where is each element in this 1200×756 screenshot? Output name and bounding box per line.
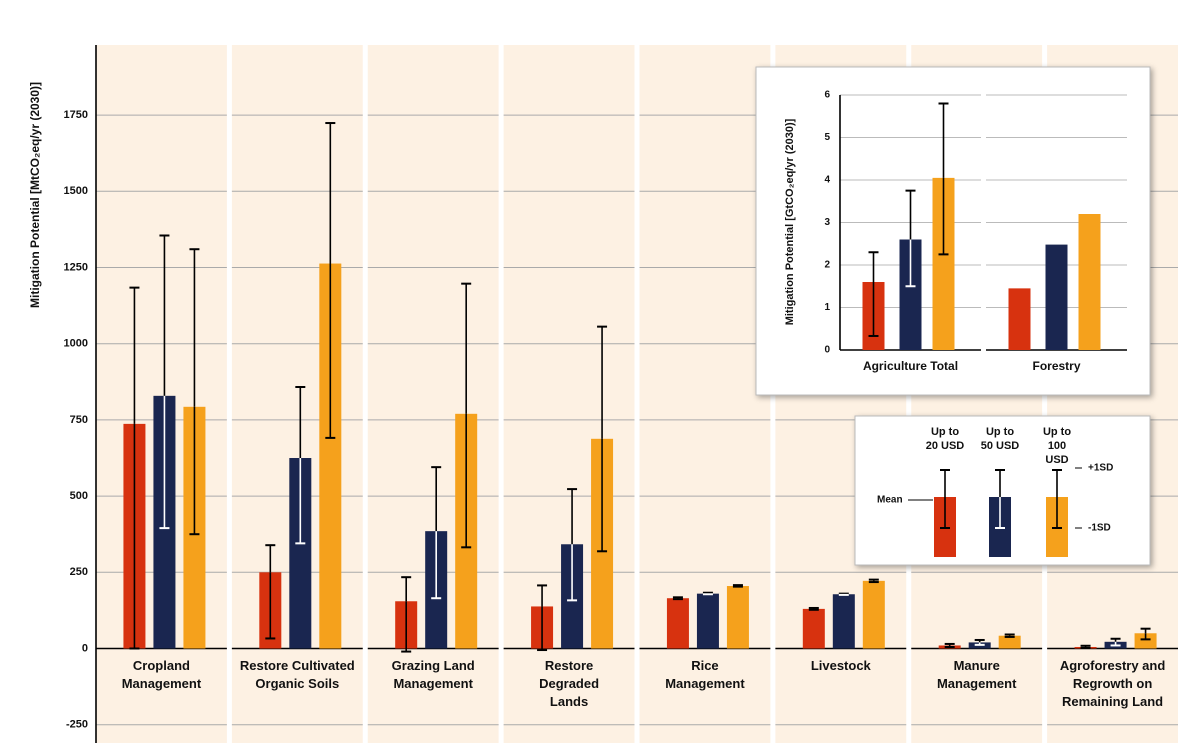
error-bar [1080,644,1091,649]
error-bar [1004,633,1015,638]
x-tick-label: Grazing Land Management [391,657,475,691]
y-tick-label: 1500 [64,185,88,197]
error-bar [1110,637,1121,647]
bar [1045,244,1068,350]
y-axis-label: Mitigation Potential [MtCO₂eq/yr (2030)] [28,82,42,308]
y-tick-label: 500 [70,490,88,502]
y-tick-label: 1250 [64,261,88,273]
bar [998,635,1021,649]
y-tick-label: 2 [824,260,830,271]
x-tick-label: Rice Management [665,657,745,691]
y-tick-label: 1 [824,302,830,313]
y-tick-label: 1750 [64,109,88,121]
error-bar [325,122,336,439]
bar [1008,288,1031,350]
error-bar [944,642,955,648]
x-tick-label: Manure Management [936,657,1017,691]
x-tick-label: Cropland Management [121,657,202,691]
y-axis-label: Mitigation Potential [GtCO₂eq/yr (2030)] [784,118,796,325]
error-bar [401,576,412,653]
y-tick-label: 3 [824,217,830,228]
legend-label: Up to 50 USD [980,426,1020,452]
legend-plus-label: +1SD [1088,463,1113,474]
bar [726,586,749,649]
error-bar [159,234,170,530]
error-bar [808,606,819,611]
error-bar [672,596,683,601]
bar [289,458,312,649]
bar [1078,214,1101,350]
error-bar [732,584,743,588]
error-bar [295,385,306,545]
error-bar [461,282,472,549]
bar [802,608,825,649]
bar [862,580,885,649]
error-bar [974,638,985,646]
error-bar [537,584,548,652]
y-tick-label: 1000 [64,338,88,350]
error-bar [868,578,879,584]
bar [832,594,855,649]
error-bar [938,102,949,256]
legend-minus-label: -1SD [1088,523,1111,534]
legend-mean-label: Mean [877,495,903,506]
y-tick-label: 0 [824,345,830,356]
x-tick-label: Agroforestry and Regrowth on Remaining L… [1059,657,1166,709]
error-bar [431,466,442,600]
bar [899,239,922,350]
error-bar [265,544,276,640]
error-bar [702,591,713,596]
bar [696,593,719,649]
y-tick-label: -250 [66,719,88,731]
error-bar [1140,627,1151,641]
y-tick-label: 5 [824,132,830,143]
y-tick-label: 250 [70,566,88,578]
error-bar [597,325,608,553]
bar [1134,633,1157,649]
error-bar [189,248,200,536]
y-tick-label: 750 [70,414,88,426]
y-tick-label: 0 [82,642,88,654]
error-bar [868,251,879,337]
x-tick-label: Forestry [1032,359,1081,373]
legend-label: Up to 100 USD [1042,426,1072,466]
legend: Mean +1SD -1SD [877,463,1113,557]
bar [666,598,689,649]
error-bar [129,286,140,650]
error-bar [838,592,849,596]
bar [932,177,955,350]
error-bar [905,189,916,288]
legend-label: Up to 20 USD [925,426,965,452]
x-tick-label: Livestock [810,657,871,673]
x-tick-label: Restore Cultivated Organic Soils [239,657,355,691]
x-tick-label: Agriculture Total [862,359,959,373]
bar [319,263,342,649]
inset-chart: 0 1 2 3 4 5 6 Mitigation Potential [GtCO₂eq/yr … [784,90,1127,356]
x-tick-label: Restore Degraded Lands [539,657,600,709]
y-tick-label: 4 [824,175,830,186]
y-tick-label: 6 [824,90,830,101]
error-bar [567,488,578,602]
